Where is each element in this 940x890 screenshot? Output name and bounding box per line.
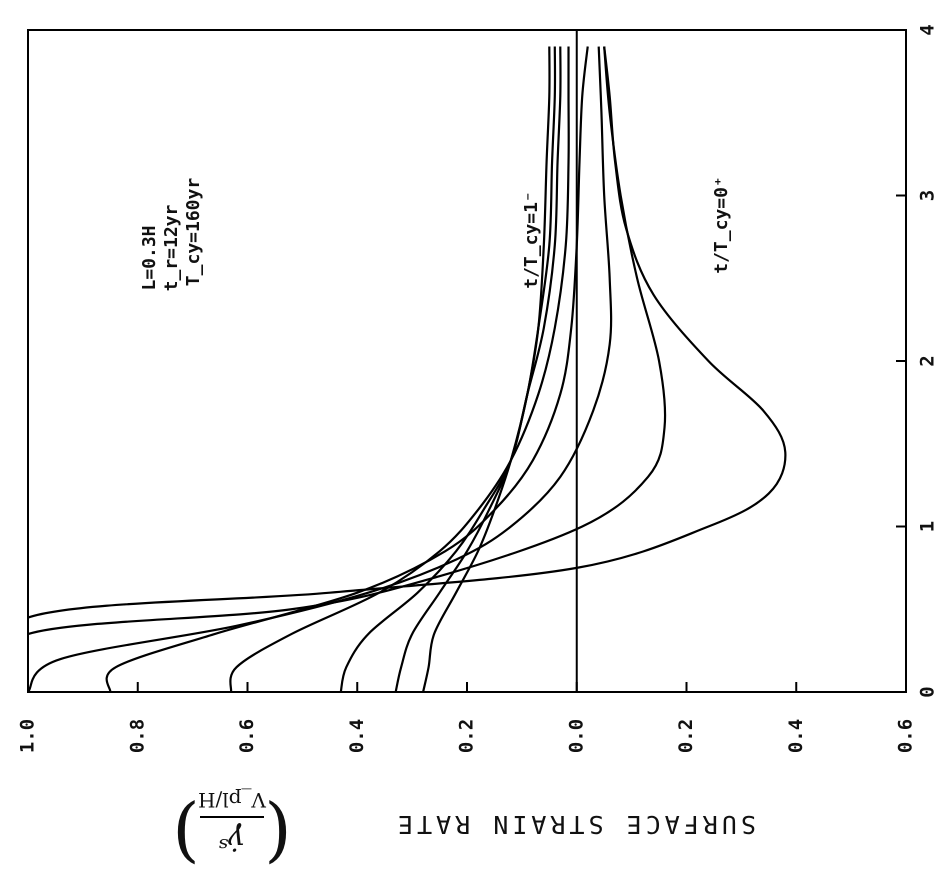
- x-tick-label: 0: [917, 686, 939, 697]
- paren-left: (: [264, 794, 291, 876]
- annotation-cycle: T_cy=160yr: [183, 178, 204, 287]
- series-line-3: [28, 46, 613, 692]
- y-tick-label: 0.8: [126, 719, 148, 753]
- series-line-4: [105, 46, 589, 692]
- x-tick-label: 2: [917, 355, 939, 366]
- y-tick-label: 0.4: [346, 719, 368, 753]
- series-line-1: [28, 46, 787, 692]
- series-line-8: [422, 46, 551, 692]
- x-tick-label: 3: [917, 190, 939, 201]
- x-tick-label: 4: [917, 24, 939, 35]
- annotation-curve-early: t/T_cy=0⁺: [711, 176, 732, 274]
- plot-frame: [27, 29, 907, 693]
- y-axis-symbol: γ̇ˢ: [218, 821, 246, 856]
- series-line-2: [28, 46, 667, 692]
- y-tick-label: 0.0: [565, 719, 587, 753]
- y-axis-title: SURFACE STRAIN RATE: [394, 810, 756, 839]
- annotation-length: L=0.3H: [139, 225, 160, 290]
- y-tick-label: 0.2: [675, 719, 697, 753]
- series-layer: [28, 46, 787, 692]
- x-tick-label: 1: [917, 521, 939, 532]
- y-tick-label: 0.6: [895, 719, 917, 753]
- y-axis-symbol-group: ( ) γ̇ˢ V_pl/H: [172, 788, 291, 876]
- paren-right: ): [172, 794, 199, 876]
- y-axis-denominator: V_pl/H: [198, 788, 267, 812]
- tick-layer: 1.0 0.8 0.6 0.4 0.2 0.0 0.2 0.4 0.6 0 1 2 3 4: [17, 24, 939, 753]
- y-tick-label: 1.0: [17, 719, 39, 753]
- annotation-recurrence: t_r=12yr: [161, 204, 182, 291]
- y-tick-label: 0.4: [785, 719, 807, 753]
- annotation-curve-late: t/T_cy=1⁻: [521, 191, 542, 289]
- y-tick-label: 0.6: [236, 719, 258, 753]
- y-tick-label: 0.2: [456, 719, 478, 753]
